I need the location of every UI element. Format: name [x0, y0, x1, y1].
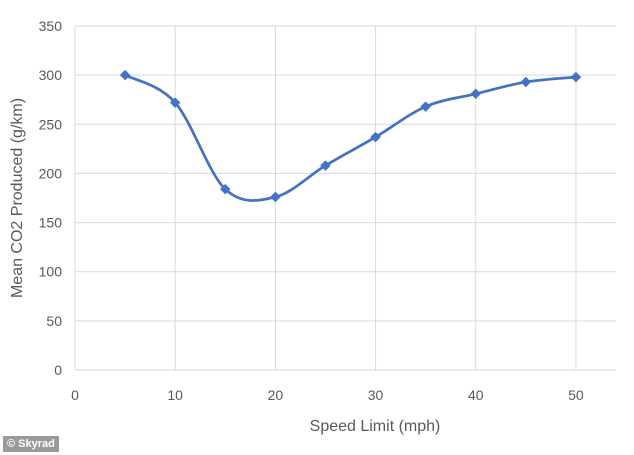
x-tick-label: 20 [268, 387, 284, 403]
data-point-marker [470, 88, 482, 100]
x-tick-label: 50 [568, 387, 584, 403]
x-axis-title: Speed Limit (mph) [310, 418, 441, 435]
data-point-marker [219, 183, 231, 195]
x-tick-label: 30 [368, 387, 384, 403]
data-point-marker [169, 97, 181, 109]
data-point-marker [570, 71, 582, 83]
gridlines [75, 25, 616, 370]
y-tick-label: 250 [39, 116, 63, 132]
y-axis-title: Mean CO2 Produced (g/km) [9, 98, 26, 298]
data-point-marker [320, 160, 331, 171]
data-point-marker [370, 131, 381, 143]
y-tick-label: 0 [54, 362, 62, 378]
data-series [119, 69, 582, 203]
y-tick-label: 200 [39, 165, 63, 181]
tick-labels: 0 50 100 150 200 250 300 350 0 10 20 30 40 50 [39, 18, 584, 403]
y-tick-label: 150 [39, 215, 63, 231]
data-point-marker [420, 101, 432, 112]
series-line [123, 73, 578, 202]
x-tick-label: 0 [71, 387, 79, 403]
watermark: © Skyrad [3, 436, 59, 452]
x-tick-label: 40 [468, 387, 484, 403]
data-point-marker [119, 69, 131, 81]
x-tick-label: 10 [167, 387, 183, 403]
y-tick-label: 300 [39, 67, 63, 83]
axes [74, 26, 616, 371]
y-tick-label: 100 [39, 264, 63, 280]
y-tick-label: 50 [46, 313, 62, 329]
y-tick-label: 350 [39, 18, 63, 34]
data-point-marker [520, 76, 532, 88]
data-point-marker [270, 191, 281, 203]
